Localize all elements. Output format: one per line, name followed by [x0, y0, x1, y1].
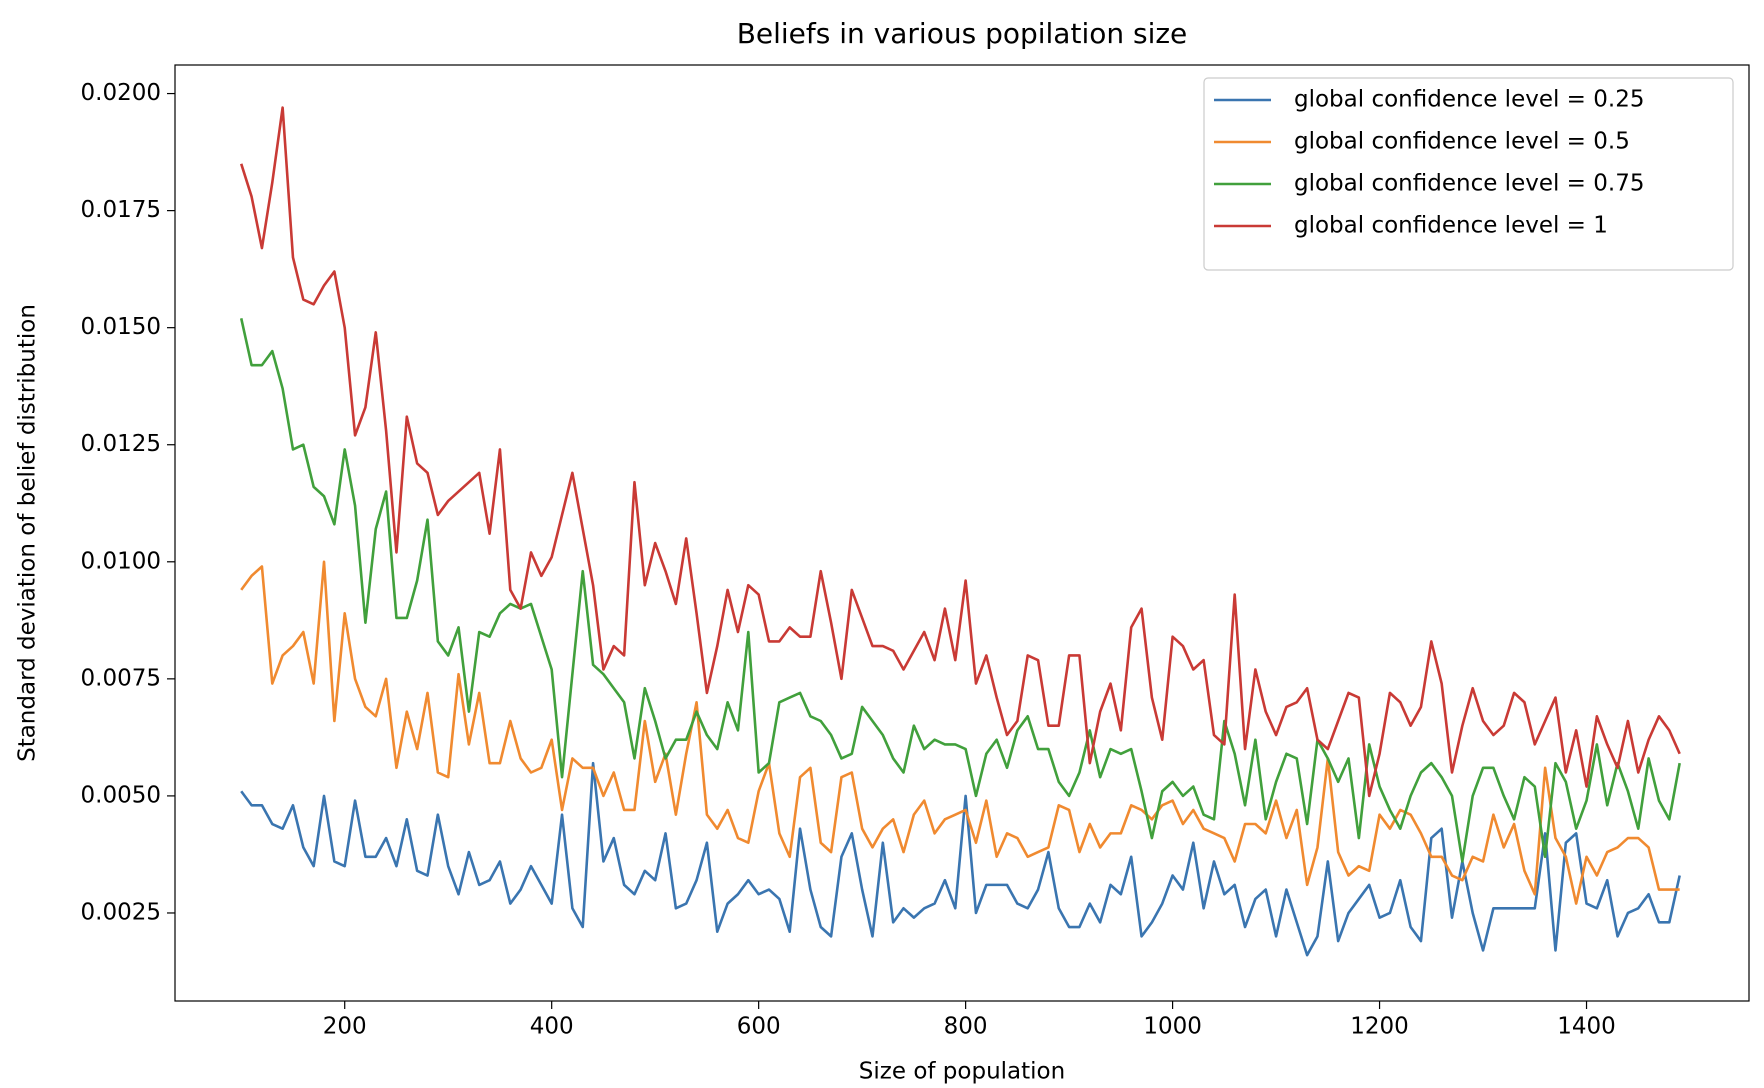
y-tick-label: 0.0125: [81, 431, 161, 457]
chart-title: Beliefs in various popilation size: [737, 17, 1188, 50]
legend-label: global confidence level = 1: [1294, 213, 1608, 239]
plot-frame: [174, 64, 1750, 1002]
y-tick-label: 0.0025: [81, 899, 161, 925]
x-axis-label: Size of population: [859, 1059, 1065, 1085]
x-tick-label: 200: [323, 1014, 367, 1040]
x-tick-label: 600: [737, 1014, 781, 1040]
x-tick-label: 1400: [1557, 1014, 1616, 1040]
series-line: [240, 560, 1680, 905]
y-tick-label: 0.0150: [81, 314, 161, 340]
x-tick-label: 1200: [1350, 1014, 1409, 1040]
series-line: [239, 318, 1681, 863]
x-tick-label: 400: [530, 1014, 574, 1040]
series-line: [240, 761, 1681, 957]
y-axis-label: Standard deviation of belief distributio…: [15, 304, 41, 762]
legend-box: [1203, 77, 1734, 271]
x-tick-label: 1000: [1143, 1014, 1202, 1040]
legend-label: global confidence level = 0.5: [1294, 129, 1630, 155]
y-tick-label: 0.0200: [81, 80, 161, 106]
y-tick-label: 0.0175: [81, 197, 161, 223]
x-tick-label: 800: [944, 1014, 988, 1040]
y-tick-label: 0.0075: [81, 665, 161, 691]
legend-label: global confidence level = 0.75: [1294, 171, 1644, 197]
series-line: [239, 106, 1681, 798]
legend-label: global confidence level = 0.25: [1294, 87, 1644, 113]
y-tick-label: 0.0050: [81, 782, 161, 808]
y-tick-label: 0.0100: [81, 548, 161, 574]
